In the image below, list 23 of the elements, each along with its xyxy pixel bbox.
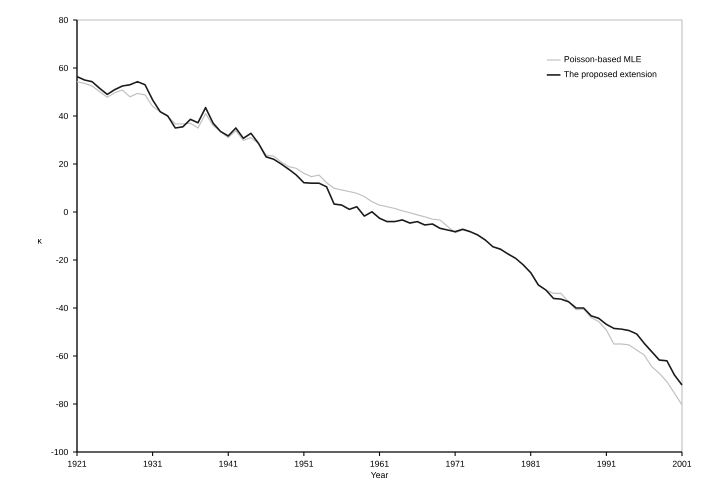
y-tick-label: 20 [59,160,68,168]
y-tick-label: 60 [59,64,68,72]
x-axis-title: Year [370,472,388,478]
y-tick-label: -60 [56,352,68,360]
y-tick-label: -20 [56,256,68,264]
x-tick-label: 2001 [672,460,692,467]
x-tick-label: 1931 [144,460,162,467]
y-tick-label: 0 [64,208,68,216]
y-tick-label: -100 [51,448,68,456]
x-tick-label: 1921 [68,460,86,467]
y-tick-label: 80 [59,16,68,24]
x-tick-label: 1991 [597,460,616,467]
y-axis-title: κ [38,239,42,244]
legend-label: The proposed extension [564,70,656,79]
x-tick-label: 1961 [370,460,389,467]
x-tick-label: 1971 [446,460,464,467]
x-tick-label: 1981 [522,460,540,467]
legend-label: Poisson-based MLE [564,56,642,62]
x-tick-label: 1941 [219,460,238,467]
y-tick-label: 40 [58,112,68,120]
y-tick-label: -80 [56,400,68,408]
x-tick-label: 1951 [294,460,314,467]
y-tick-label: -40 [56,304,68,312]
